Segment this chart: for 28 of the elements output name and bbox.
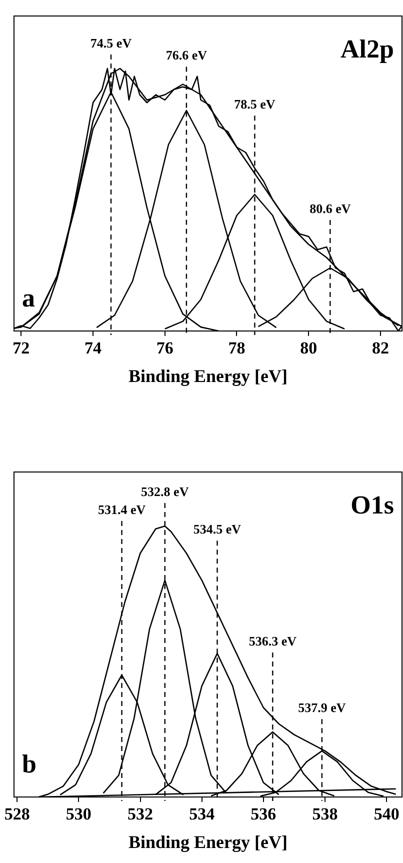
x-axis-title: Binding Energy [eV] bbox=[128, 832, 288, 852]
x-tick-label: 534 bbox=[189, 804, 216, 824]
ref-line-label: 80.6 eV bbox=[310, 200, 352, 216]
x-axis-title: Binding Energy [eV] bbox=[128, 366, 288, 386]
ref-line-label: 532.8 eV bbox=[141, 484, 190, 499]
x-tick-label: 540 bbox=[374, 804, 400, 824]
x-tick-label: 536 bbox=[250, 804, 276, 824]
ref-line-label: 74.5 eV bbox=[90, 35, 132, 50]
x-tick-label: 72 bbox=[12, 338, 30, 358]
x-tick-label: 528 bbox=[4, 804, 30, 824]
x-tick-label: 530 bbox=[66, 804, 92, 824]
chart-title: O1s bbox=[350, 490, 394, 520]
ref-line-label: 536.3 eV bbox=[248, 633, 298, 648]
x-tick-label: 532 bbox=[128, 804, 154, 824]
annotation: b bbox=[22, 750, 36, 779]
ref-line-label: 78.5 eV bbox=[234, 96, 276, 112]
x-tick-label: 74 bbox=[84, 338, 102, 358]
x-tick-label: 80 bbox=[300, 338, 318, 358]
x-tick-label: 538 bbox=[312, 804, 338, 824]
chart-title: Al2p bbox=[340, 34, 394, 64]
x-tick-label: 82 bbox=[372, 338, 389, 358]
ref-line-label: 76.6 eV bbox=[166, 48, 208, 63]
ref-line-label: 531.4 eV bbox=[98, 502, 146, 517]
x-tick-label: 78 bbox=[228, 338, 246, 358]
x-tick-label: 76 bbox=[156, 338, 174, 358]
ref-line-label: 537.9 eV bbox=[298, 700, 346, 715]
annotation: a bbox=[22, 284, 35, 313]
ref-line-label: 534.5 eV bbox=[193, 522, 242, 537]
